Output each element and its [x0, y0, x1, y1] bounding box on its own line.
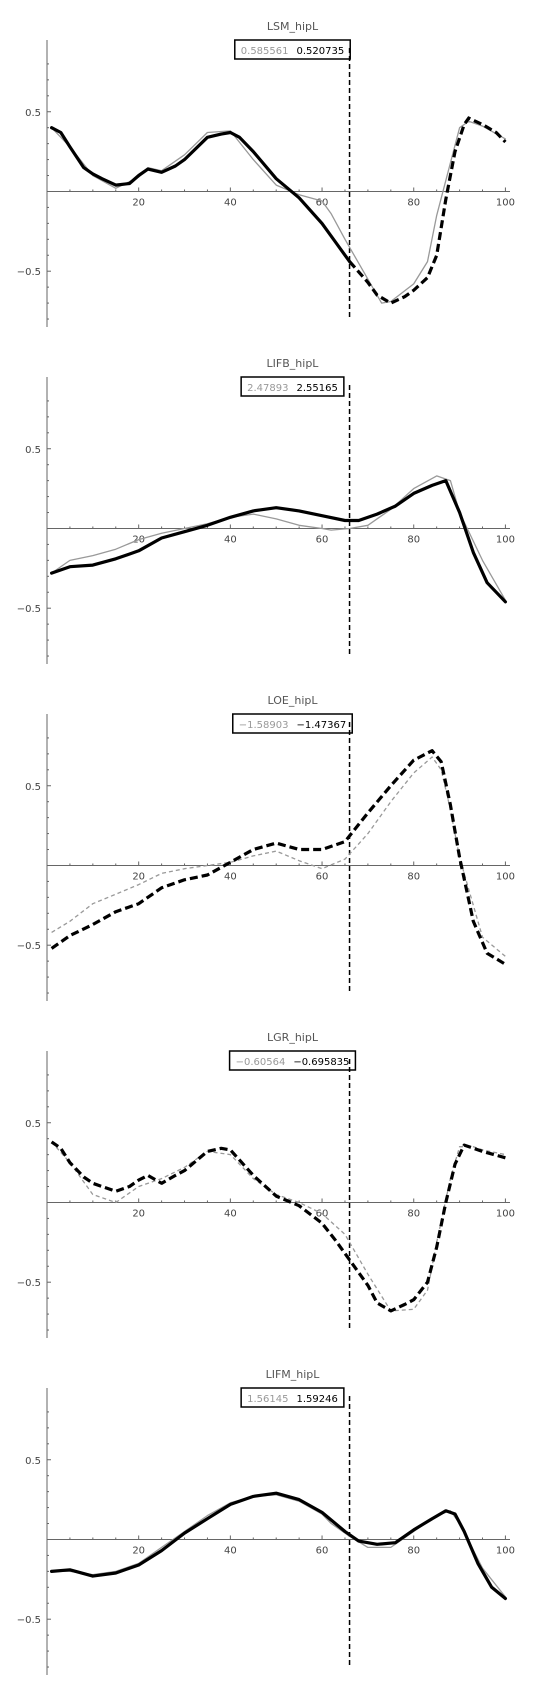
legend-item-reference: −1.58903: [239, 720, 289, 731]
legend-item-reference: 0.585561: [241, 46, 289, 57]
series-model-line: [50, 749, 507, 966]
chart-title: LIFM_hipL: [266, 1368, 321, 1381]
x-tick-label: 80: [407, 197, 420, 208]
y-tick-label: 0.5: [25, 1119, 41, 1130]
legend: 0.585561 0.520735: [234, 39, 351, 60]
legend-item-reference: 2.47893: [247, 383, 288, 394]
x-tick-label: 20: [132, 197, 145, 208]
legend-item-model: 0.520735: [297, 46, 345, 57]
x-tick-label: 60: [316, 1545, 329, 1556]
y-tick-label: −0.5: [17, 267, 41, 278]
x-tick-label: 60: [316, 197, 329, 208]
legend-box: [240, 376, 345, 397]
x-tick-label: 100: [496, 534, 515, 545]
chart-4: LIFM_hipL 1.56145 1.59246 20 40 60 80 100 0.5 −0.…: [17, 1368, 515, 1675]
x-tick-label: 40: [224, 197, 237, 208]
x-tick-label: 20: [132, 1208, 145, 1219]
y-tick-label: −0.5: [17, 604, 41, 615]
series-reference-line: [51, 756, 506, 957]
series-model-line: [50, 126, 352, 264]
x-tick-label: 100: [496, 197, 515, 208]
legend: 2.47893 2.55165: [240, 376, 345, 397]
legend: 1.56145 1.59246: [240, 1387, 345, 1408]
legend-item-model: −1.47367: [297, 720, 347, 731]
legend: −0.60564 −0.695835: [228, 1050, 357, 1071]
legend-item-model: 1.59246: [297, 1394, 338, 1405]
x-tick-label: 80: [407, 1208, 420, 1219]
x-tick-label: 80: [407, 871, 420, 882]
series-model-line: [50, 479, 507, 604]
chart-0: LSM_hipL 0.585561 0.520735 20 40 60 80 100 0.5 −0…: [17, 20, 515, 327]
series-model-line: [50, 1140, 506, 1313]
x-tick-label: 60: [316, 534, 329, 545]
x-tick-label: 60: [316, 871, 329, 882]
legend-box: [232, 713, 353, 734]
series-reference-line: [50, 1494, 507, 1598]
x-tick-label: 100: [496, 871, 515, 882]
x-tick-label: 80: [407, 1545, 420, 1556]
x-tick-label: 80: [407, 534, 420, 545]
x-tick-label: 100: [496, 1208, 515, 1219]
x-tick-label: 40: [224, 1208, 237, 1219]
x-tick-label: 40: [224, 871, 237, 882]
y-tick-label: 0.5: [25, 108, 41, 119]
series-model-line: [50, 1491, 507, 1601]
chart-title: LOE_hipL: [268, 694, 319, 707]
x-tick-label: 40: [224, 534, 237, 545]
series-reference-line: [51, 1141, 506, 1312]
series-model-line-dashed: [348, 116, 507, 305]
chart-title: LSM_hipL: [267, 20, 319, 33]
chart-title: LGR_hipL: [267, 1031, 319, 1044]
x-tick-label: 100: [496, 1545, 515, 1556]
legend-box: [240, 1387, 345, 1408]
series-reference-line: [50, 475, 507, 601]
y-tick-label: −0.5: [17, 1615, 41, 1626]
x-tick-label: 20: [132, 1545, 145, 1556]
chart-2: LOE_hipL −1.58903 −1.47367 20 40 60 80 100 0.5 −0…: [17, 694, 515, 1001]
y-tick-label: 0.5: [25, 782, 41, 793]
legend-box: [228, 1050, 357, 1071]
legend: −1.58903 −1.47367: [232, 713, 353, 734]
legend-item-reference: −0.60564: [236, 1057, 286, 1068]
legend-item-model: −0.695835: [293, 1057, 349, 1068]
legend-item-model: 2.55165: [297, 383, 338, 394]
y-tick-label: −0.5: [17, 941, 41, 952]
x-tick-label: 20: [132, 871, 145, 882]
legend-item-reference: 1.56145: [247, 1394, 288, 1405]
y-tick-label: −0.5: [17, 1278, 41, 1289]
series-reference-line: [50, 120, 507, 304]
chart-title: LIFB_hipL: [267, 357, 320, 370]
y-tick-label: 0.5: [25, 445, 41, 456]
y-tick-label: 0.5: [25, 1456, 41, 1467]
x-tick-label: 40: [224, 1545, 237, 1556]
